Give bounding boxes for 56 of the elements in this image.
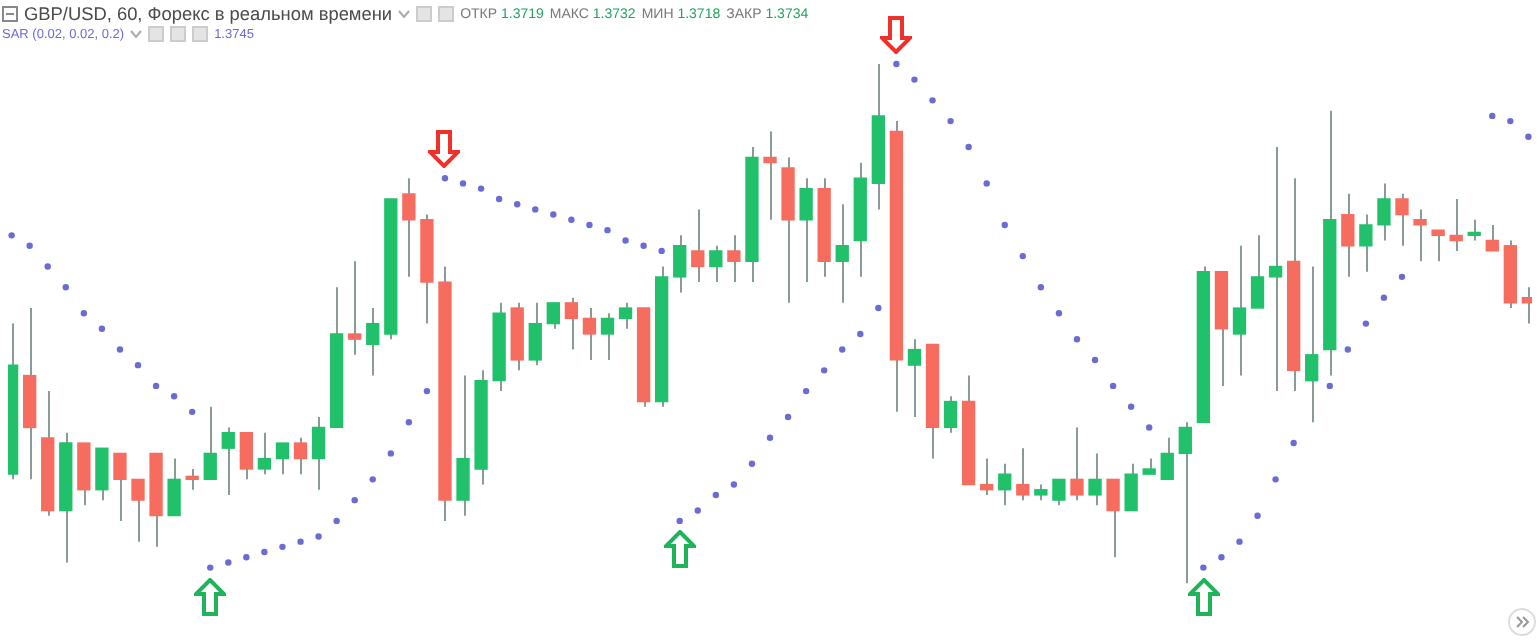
candlestick bbox=[1016, 447, 1030, 502]
candlestick bbox=[1250, 234, 1265, 310]
candlestick bbox=[618, 301, 633, 330]
candlestick bbox=[709, 244, 723, 284]
candlestick bbox=[293, 436, 308, 476]
candlestick bbox=[998, 462, 1012, 507]
candlestick bbox=[239, 431, 254, 481]
candlestick bbox=[691, 208, 705, 284]
candlestick bbox=[980, 457, 994, 496]
candlestick bbox=[582, 307, 597, 361]
candlestick bbox=[1052, 478, 1066, 507]
candlestick bbox=[1359, 213, 1373, 273]
candlestick bbox=[1160, 436, 1174, 481]
candlestick bbox=[1377, 182, 1391, 242]
candlestick bbox=[1070, 426, 1084, 502]
candlestick bbox=[131, 478, 145, 543]
candlestick bbox=[1395, 192, 1409, 247]
candlestick bbox=[673, 234, 687, 294]
candlestick bbox=[564, 296, 579, 351]
candlestick bbox=[221, 426, 235, 496]
candlestick bbox=[1485, 223, 1499, 252]
candlestick bbox=[1431, 229, 1445, 263]
candlestick bbox=[528, 301, 542, 367]
candlestick bbox=[1106, 478, 1120, 559]
candlestick bbox=[348, 260, 362, 356]
candlestick bbox=[1521, 286, 1532, 325]
candlestick bbox=[799, 177, 813, 284]
candlestick bbox=[311, 416, 326, 491]
chart-title: GBP/USD, 60, Форекс в реальном времени bbox=[24, 4, 393, 24]
candlestick bbox=[1232, 244, 1247, 377]
candlestick bbox=[366, 307, 380, 377]
candlestick bbox=[1467, 218, 1481, 242]
candlestick bbox=[456, 374, 470, 517]
candlestick bbox=[1178, 421, 1192, 585]
candlestick bbox=[600, 312, 615, 361]
candlestick bbox=[167, 457, 181, 517]
candlestick bbox=[402, 177, 416, 278]
candlestick bbox=[763, 130, 777, 221]
candlestick bbox=[835, 203, 849, 304]
candlestick bbox=[1305, 265, 1319, 424]
candlestick bbox=[1413, 208, 1427, 263]
candlestick bbox=[546, 301, 560, 330]
candlestick bbox=[727, 234, 741, 284]
candlestick bbox=[275, 442, 290, 476]
candlestick bbox=[257, 431, 272, 476]
candlestick bbox=[1268, 146, 1283, 393]
candlestick bbox=[185, 467, 199, 491]
candlestick bbox=[943, 395, 958, 434]
candlestick bbox=[1124, 462, 1138, 512]
candlestick bbox=[113, 452, 127, 522]
candlestick bbox=[203, 405, 217, 481]
candlestick bbox=[1088, 452, 1102, 507]
candlestick bbox=[907, 338, 922, 419]
candlestick bbox=[1449, 197, 1463, 252]
candlestick bbox=[1341, 192, 1355, 278]
candlestick bbox=[95, 447, 109, 502]
